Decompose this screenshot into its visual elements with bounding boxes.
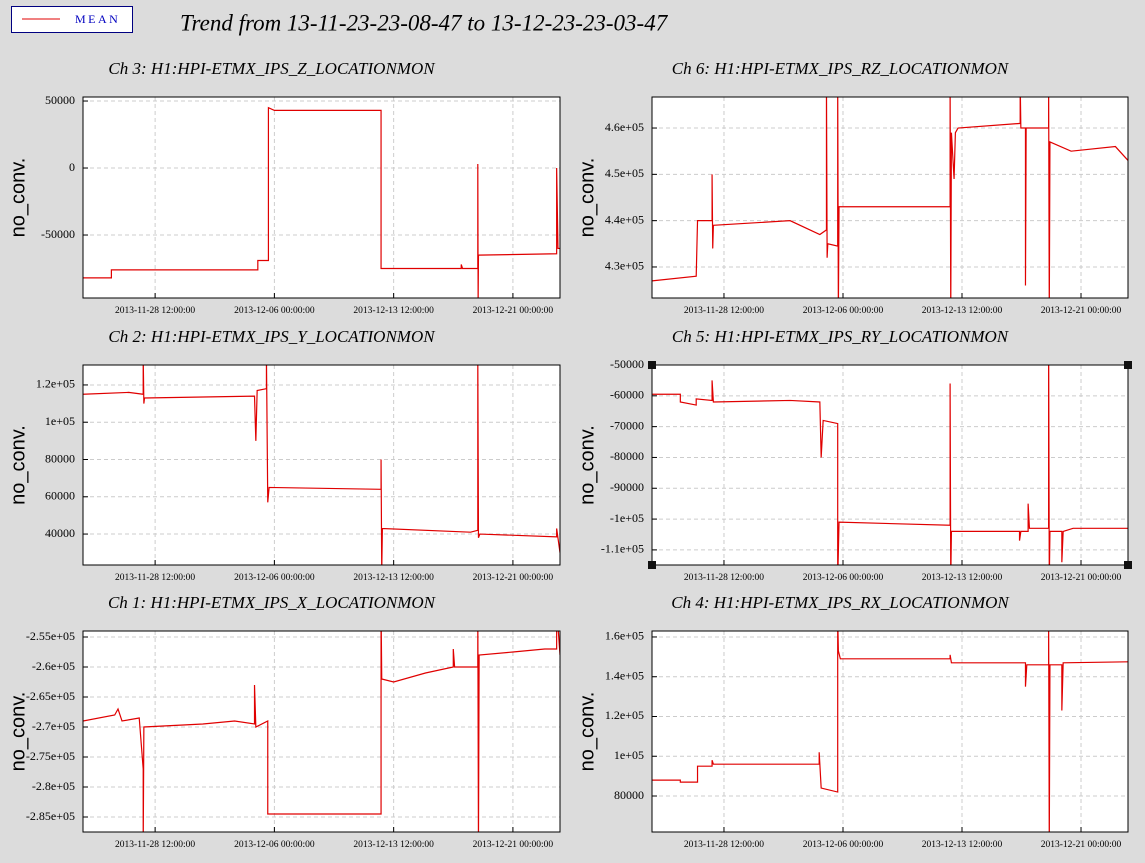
x-tick-label: 2013-12-06 00:00:00 (234, 573, 315, 583)
selection-handle (648, 361, 656, 369)
y-tick-label: -2.8e+05 (32, 779, 75, 793)
y-axis-label: no_conv. (576, 692, 598, 772)
y-tick-label: -1e+05 (610, 511, 644, 525)
y-tick-label: 4.3e+05 (605, 259, 644, 273)
selection-handle (1124, 361, 1132, 369)
x-tick-label: 2013-12-21 00:00:00 (1041, 306, 1122, 316)
x-tick-label: 2013-12-21 00:00:00 (473, 306, 554, 316)
y-tick-label: -2.6e+05 (32, 659, 75, 673)
x-tick-label: 2013-12-13 12:00:00 (353, 840, 434, 850)
series-line (83, 106, 560, 298)
y-axis-label: no_conv. (7, 158, 29, 238)
y-tick-label: -80000 (610, 449, 644, 463)
y-axis-label: no_conv. (7, 425, 29, 505)
x-tick-label: 2013-12-21 00:00:00 (1041, 840, 1122, 850)
x-tick-label: 2013-12-21 00:00:00 (473, 573, 554, 583)
plot-area (652, 97, 1128, 298)
plot-frame (82, 630, 561, 833)
chart-title: Ch 5: H1:HPI-ETMX_IPS_RY_LOCATIONMON (672, 327, 1010, 346)
y-tick-label: -60000 (610, 388, 644, 402)
plot-area (83, 97, 560, 298)
x-tick-label: 2013-12-21 00:00:00 (1041, 573, 1122, 583)
plot-frame (651, 364, 1129, 566)
y-tick-label: -70000 (610, 418, 644, 432)
plot-frame (651, 630, 1129, 833)
x-tick-label: 2013-12-13 12:00:00 (922, 573, 1003, 583)
series-line (652, 365, 1128, 565)
y-axis-label: no_conv. (576, 158, 598, 238)
x-tick-label: 2013-12-13 12:00:00 (353, 306, 434, 316)
chart-title: Ch 3: H1:HPI-ETMX_IPS_Z_LOCATIONMON (108, 59, 436, 78)
y-axis-label: no_conv. (7, 692, 29, 772)
y-tick-label: 60000 (45, 489, 75, 503)
y-tick-label: -50000 (41, 227, 75, 241)
y-tick-label: 4.6e+05 (605, 120, 644, 134)
series-line (83, 365, 560, 565)
y-tick-label: -2.85e+05 (26, 809, 75, 823)
plot-area (652, 365, 1128, 565)
y-tick-label: -2.75e+05 (26, 749, 75, 763)
x-tick-label: 2013-12-06 00:00:00 (234, 840, 315, 850)
y-tick-label: 1.2e+05 (605, 708, 644, 722)
x-tick-label: 2013-12-06 00:00:00 (803, 306, 884, 316)
x-tick-label: 2013-12-21 00:00:00 (473, 840, 554, 850)
x-tick-label: 2013-11-28 12:00:00 (684, 306, 764, 316)
plot-area (652, 631, 1128, 832)
y-tick-label: -90000 (610, 480, 644, 494)
y-tick-label: 80000 (614, 788, 644, 802)
x-tick-label: 2013-12-13 12:00:00 (353, 573, 434, 583)
legend-label: MEAN (75, 12, 120, 26)
x-tick-label: 2013-11-28 12:00:00 (684, 840, 764, 850)
x-tick-label: 2013-12-06 00:00:00 (803, 840, 884, 850)
y-tick-label: -2.7e+05 (32, 719, 75, 733)
x-tick-label: 2013-12-06 00:00:00 (803, 573, 884, 583)
y-tick-label: -1.1e+05 (601, 542, 644, 556)
selection-handle (1124, 561, 1132, 569)
plot-area (83, 631, 560, 832)
plot-area (83, 365, 560, 565)
y-tick-label: -2.55e+05 (26, 629, 75, 643)
y-tick-label: 4.4e+05 (605, 212, 644, 226)
series-line (83, 631, 560, 832)
y-tick-label: 80000 (45, 451, 75, 465)
y-tick-label: 1e+05 (45, 414, 75, 428)
chart-title: Ch 6: H1:HPI-ETMX_IPS_RZ_LOCATIONMON (672, 59, 1010, 78)
x-tick-label: 2013-11-28 12:00:00 (684, 573, 764, 583)
y-tick-label: 50000 (45, 93, 75, 107)
chart-title: Ch 1: H1:HPI-ETMX_IPS_X_LOCATIONMON (108, 593, 437, 612)
chart-title: Ch 2: H1:HPI-ETMX_IPS_Y_LOCATIONMON (108, 327, 436, 346)
y-tick-label: -2.65e+05 (26, 689, 75, 703)
series-line (652, 97, 1128, 298)
y-tick-label: 0 (69, 160, 75, 174)
y-tick-label: 1.6e+05 (605, 629, 644, 643)
y-tick-label: 1.4e+05 (605, 668, 644, 682)
y-tick-label: 1.2e+05 (36, 377, 75, 391)
y-tick-label: -50000 (610, 357, 644, 371)
y-tick-label: 40000 (45, 526, 75, 540)
x-tick-label: 2013-12-13 12:00:00 (922, 840, 1003, 850)
x-tick-label: 2013-12-06 00:00:00 (234, 306, 315, 316)
plot-frame (651, 96, 1129, 299)
x-tick-label: 2013-11-28 12:00:00 (115, 840, 195, 850)
chart-title: Ch 4: H1:HPI-ETMX_IPS_RX_LOCATIONMON (671, 593, 1010, 612)
page-title: Trend from 13-11-23-23-08-47 to 13-12-23… (180, 10, 669, 35)
plot-frame (82, 364, 561, 566)
x-tick-label: 2013-11-28 12:00:00 (115, 306, 195, 316)
x-tick-label: 2013-12-13 12:00:00 (922, 306, 1003, 316)
x-tick-label: 2013-11-28 12:00:00 (115, 573, 195, 583)
series-line (652, 631, 1128, 832)
y-tick-label: 1e+05 (614, 748, 644, 762)
plot-frame (82, 96, 561, 299)
y-axis-label: no_conv. (576, 425, 598, 505)
y-tick-label: 4.5e+05 (605, 166, 644, 180)
selection-handle (648, 561, 656, 569)
